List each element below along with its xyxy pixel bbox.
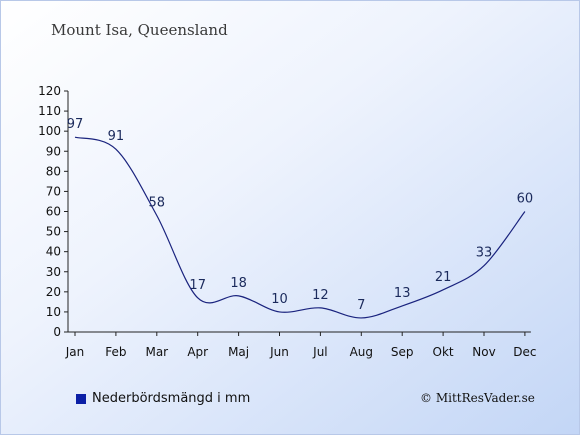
y-tick-label: 60: [46, 205, 61, 219]
data-label: 33: [476, 246, 493, 261]
y-tick-label: 10: [46, 305, 61, 319]
data-labels: 97 91 58 17 18 10 12 7 13 21 33 60: [67, 117, 533, 313]
y-tick-label: 80: [46, 164, 61, 178]
credit-text: © MittResVader.se: [420, 391, 535, 405]
legend: Nederbördsmängd i mm: [76, 391, 250, 406]
data-label: 12: [312, 288, 329, 303]
x-tick-label: Jan: [65, 345, 85, 359]
data-label: 97: [67, 117, 84, 132]
data-label: 18: [230, 276, 247, 291]
y-tick-label: 90: [46, 144, 61, 158]
y-tick-label: 70: [46, 184, 61, 198]
legend-label: Nederbördsmängd i mm: [92, 391, 251, 406]
data-label: 10: [271, 292, 288, 307]
data-label: 13: [394, 286, 411, 301]
x-tick-label: Mar: [145, 345, 168, 359]
series-line: [74, 136, 526, 319]
x-tick-label: Jun: [269, 345, 289, 359]
x-tick-label: Jul: [312, 345, 327, 359]
x-tick-label: Nov: [472, 345, 495, 359]
x-tick-label: Dec: [513, 345, 536, 359]
x-tick-label: Maj: [228, 345, 249, 359]
x-tick-label: Sep: [391, 345, 414, 359]
data-label: 17: [189, 278, 206, 293]
x-tick-label: Okt: [433, 345, 454, 359]
y-tick-label: 100: [38, 124, 61, 138]
data-label: 58: [149, 196, 166, 211]
data-label: 7: [357, 298, 365, 313]
data-label: 91: [108, 129, 125, 144]
y-tick-label: 50: [46, 225, 61, 239]
x-tick-label: Feb: [105, 345, 126, 359]
legend-swatch: [76, 393, 86, 404]
data-label: 60: [517, 192, 534, 207]
x-tick-label: Aug: [350, 345, 373, 359]
axes: 0 10 20 30 40 50 60 70 80 90 100 110 120 Jan Feb Mar Apr…: [38, 84, 536, 359]
y-tick-label: 40: [46, 245, 61, 259]
series-group: [74, 136, 526, 319]
chart-title: Mount Isa, Queensland: [51, 21, 228, 39]
x-tick-label: Apr: [187, 345, 208, 359]
data-label: 21: [435, 270, 452, 285]
y-tick-label: 30: [46, 265, 61, 279]
y-tick-label: 110: [38, 104, 61, 118]
y-tick-label: 120: [38, 84, 61, 98]
y-tick-label: 20: [46, 285, 61, 299]
y-tick-label: 0: [53, 325, 61, 339]
